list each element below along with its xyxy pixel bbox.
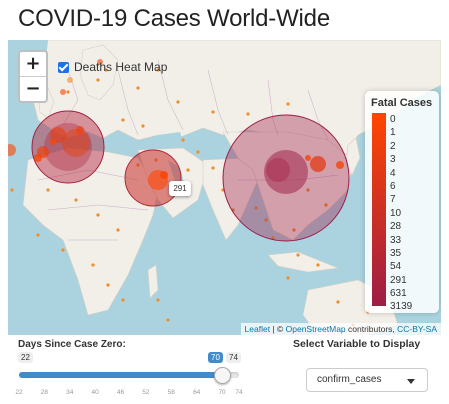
attribution-separator: | © <box>270 324 286 334</box>
legend-label: 35 <box>390 247 402 259</box>
legend-label: 631 <box>390 288 407 300</box>
zoom-out-button[interactable]: − <box>20 76 46 101</box>
legend-label: 33 <box>390 234 402 246</box>
slider-handle[interactable] <box>214 367 232 384</box>
slider-label: Days Since Case Zero: <box>18 339 126 350</box>
leaflet-link[interactable]: Leaflet <box>244 324 271 334</box>
page-title: COVID-19 Cases World-Wide <box>18 5 330 32</box>
slider-tick-label: 28 <box>40 389 48 396</box>
chevron-down-icon <box>407 379 415 384</box>
map-tiles <box>8 40 441 335</box>
map-attribution: Leaflet | © OpenStreetMap contributors, … <box>240 323 441 335</box>
deaths-heat-map-label: Deaths Heat Map <box>74 60 168 74</box>
zoom-in-button[interactable]: + <box>25 53 41 74</box>
select-variable-label: Select Variable to Display <box>293 338 421 350</box>
legend-labels: 0 1 2 3 4 6 7 10 28 33 35 54 291 631 3139 <box>390 113 412 314</box>
legend-label: 4 <box>390 167 396 179</box>
select-value: confirm_cases <box>317 374 382 385</box>
legend-label: 291 <box>390 274 407 286</box>
slider-current-value: 70 <box>208 352 223 363</box>
legend-label: 2 <box>390 140 396 152</box>
slider-tick-label: 40 <box>91 389 99 396</box>
license-link[interactable]: CC-BY-SA <box>397 324 437 334</box>
slider-ticks: 22 28 34 40 46 52 58 64 70 74 <box>15 389 243 401</box>
slider-fill <box>19 372 223 378</box>
osm-link[interactable]: OpenStreetMap <box>285 324 346 334</box>
slider-tick-label: 52 <box>142 389 150 396</box>
legend-label: 6 <box>390 180 396 192</box>
legend-label: 28 <box>390 221 402 233</box>
slider-tick-label: 64 <box>193 389 201 396</box>
legend-title: Fatal Cases <box>371 97 433 109</box>
map-tooltip: 291 <box>169 181 191 196</box>
legend-label: 0 <box>390 114 396 125</box>
slider-tick-label: 70 <box>218 389 226 396</box>
legend: Fatal Cases 0 1 2 3 4 6 7 10 28 33 35 54 291 631 3139 <box>365 91 439 313</box>
checkbox[interactable] <box>58 61 69 73</box>
legend-label: 7 <box>390 194 396 206</box>
slider-tick-label: 74 <box>235 389 243 396</box>
legend-label: 54 <box>390 261 402 273</box>
slider-tick-label: 34 <box>66 389 74 396</box>
slider-tick-label: 46 <box>116 389 125 396</box>
slider-max-value: 74 <box>226 352 241 363</box>
legend-label: 10 <box>390 207 402 219</box>
slider-tick-label: 22 <box>15 389 23 396</box>
attribution-contributors: contributors, <box>345 324 398 334</box>
legend-label: 3139 <box>390 301 413 313</box>
slider-tick-label: 58 <box>167 389 175 396</box>
variable-select[interactable]: confirm_cases <box>306 368 428 392</box>
legend-label: 3 <box>390 154 396 166</box>
zoom-control: + − <box>18 50 48 103</box>
slider-min-value: 22 <box>18 352 33 363</box>
legend-color-bar <box>372 113 386 306</box>
days-slider[interactable] <box>19 367 239 384</box>
legend-label: 1 <box>390 127 396 139</box>
deaths-heat-map-toggle[interactable]: Deaths Heat Map <box>58 60 167 74</box>
